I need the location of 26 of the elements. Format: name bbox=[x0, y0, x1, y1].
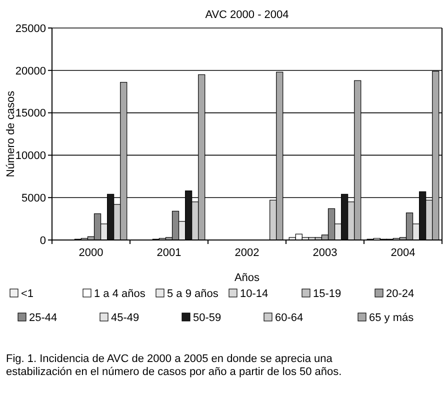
x-tick-label: 2002 bbox=[234, 247, 260, 259]
legend-label: 60-64 bbox=[275, 312, 304, 324]
x-tick-label: 2001 bbox=[156, 247, 182, 259]
y-tick-label: 25000 bbox=[15, 22, 46, 35]
x-tick-label: 2003 bbox=[312, 247, 338, 259]
legend-label: <1 bbox=[21, 288, 34, 300]
legend-label: 20-24 bbox=[386, 288, 414, 300]
y-axis-title: Número de casos bbox=[5, 90, 17, 178]
chart-title: AVC 2000 - 2004 bbox=[205, 9, 289, 21]
legend-label: 65 y más bbox=[369, 312, 414, 324]
legend-label: 45-49 bbox=[111, 312, 140, 324]
legend-label: 5 a 9 años bbox=[167, 288, 219, 300]
legend-label: 15-19 bbox=[313, 288, 342, 300]
legend-label: 10-14 bbox=[240, 288, 268, 300]
legend-label: 25-44 bbox=[29, 312, 58, 324]
legend-label: 50-59 bbox=[193, 312, 222, 324]
y-tick-label: 20000 bbox=[15, 65, 46, 78]
y-tick-label: 0 bbox=[40, 234, 46, 247]
x-tick-label: 2000 bbox=[78, 247, 104, 259]
y-tick-label: 5000 bbox=[22, 192, 46, 204]
x-tick-label: 2004 bbox=[390, 247, 416, 259]
y-tick-label: 10000 bbox=[15, 150, 46, 162]
legend-label: 1 a 4 años bbox=[94, 288, 146, 300]
x-axis-title: Años bbox=[234, 272, 260, 284]
y-tick-label: 15000 bbox=[15, 108, 46, 120]
caption: Fig. 1. Incidencia de AVC de 2000 a 2005 en donde se aprecia una estabilización en el número de casos por año a partir de los 50 años. bbox=[6, 353, 342, 378]
